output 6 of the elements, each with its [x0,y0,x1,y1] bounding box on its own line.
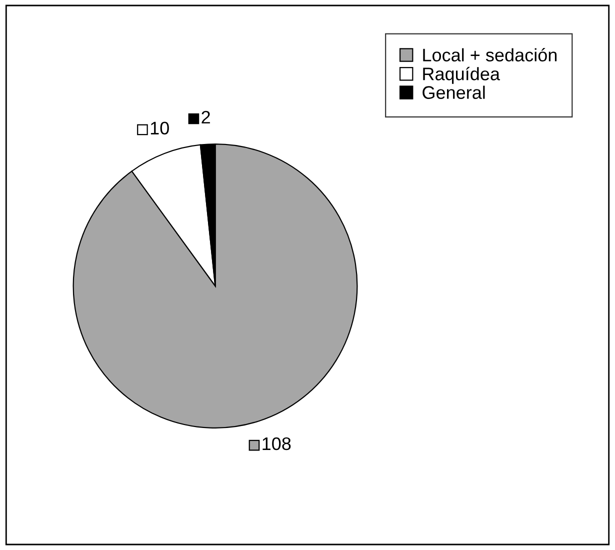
legend-label: General [422,86,485,99]
legend-label: Local + sedación [423,48,557,62]
legend-label: Raquídea [423,66,500,84]
data-label: 108 [262,437,291,450]
data-label: 2 [202,110,210,124]
data-label: 10 [150,122,169,134]
